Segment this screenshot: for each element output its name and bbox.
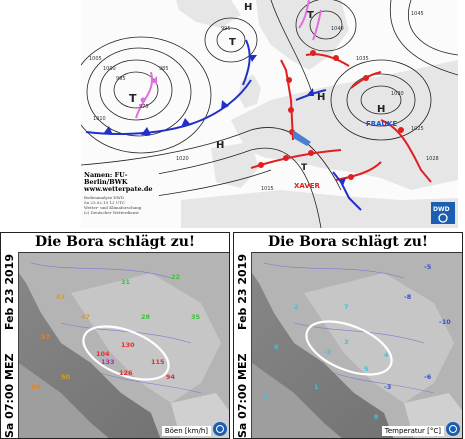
station-value: 22 (171, 273, 181, 281)
credits-line-2: Sa 23.02.19 12 UTC (84, 200, 125, 205)
svg-text:T: T (229, 37, 236, 48)
surface-analysis-map: T T T H H H H 1005 1000 995 975 985 1010 995… (81, 0, 458, 228)
svg-text:H: H (317, 92, 325, 103)
panel-date: Feb 23 2019 (236, 254, 249, 330)
dwd-logo-small (213, 422, 227, 436)
station-value: -6 (424, 373, 432, 381)
low-label-t-xaver: T (301, 163, 308, 173)
station-value: -5 (424, 263, 432, 271)
station-value: 115 (151, 358, 165, 366)
panel-title: Die Bora schlägt zu! (234, 233, 462, 253)
station-value: 43 (56, 293, 66, 301)
svg-text:975: 975 (139, 104, 149, 110)
station-value: 130 (121, 341, 135, 349)
station-value: 57 (41, 333, 51, 341)
station-value: 3 (344, 338, 349, 346)
station-value: 28 (141, 313, 151, 321)
high-name-frauke: FRAUKE (366, 120, 397, 128)
svg-text:995: 995 (116, 76, 126, 82)
station-value: -2 (324, 348, 332, 356)
station-value: 2 (294, 303, 299, 311)
land-iberia (211, 142, 259, 188)
station-value: 0 (264, 393, 269, 401)
pressure-centers: T T T H H H H (129, 2, 385, 151)
gust-map-terrain (1, 233, 229, 438)
gust-map-panel: Die Bora schlägt zu! Feb 23 2019 Sa 07:0… (0, 232, 230, 439)
svg-text:DWD: DWD (433, 206, 450, 213)
svg-text:1035: 1035 (356, 56, 369, 62)
svg-text:T: T (129, 92, 137, 105)
svg-text:H: H (216, 140, 224, 151)
station-value: 1 (314, 383, 319, 391)
station-value: -3 (384, 383, 392, 391)
land-greenland (176, 0, 241, 28)
station-value: 7 (344, 303, 349, 311)
svg-text:1010: 1010 (93, 116, 106, 122)
station-value: 31 (121, 278, 131, 286)
svg-text:H: H (244, 2, 252, 13)
occlusion-front (135, 0, 322, 119)
dwd-logo-small (446, 422, 460, 436)
svg-text:1030: 1030 (391, 91, 404, 97)
credits-line-3: Wetter- und Klimaforschung (84, 205, 142, 210)
land-north-africa (181, 190, 458, 228)
panel-time: Sa 07:00 MEZ (236, 353, 249, 438)
panel-legend: Temperatur [°C] (381, 426, 444, 436)
station-value: 47 (81, 313, 91, 321)
temperature-map-panel: Die Bora schlägt zu! Feb 23 2019 Sa 07:0… (233, 232, 463, 439)
temperature-map-terrain (234, 233, 462, 438)
isobars (81, 0, 458, 228)
station-value: -8 (404, 293, 412, 301)
station-value: 4 (384, 351, 389, 359)
station-value: 5 (364, 365, 369, 373)
credits-names: Namen: FU-Berlin/BWK (84, 171, 128, 186)
svg-text:T: T (307, 10, 314, 21)
station-value: 133 (101, 358, 115, 366)
station-value: 126 (119, 369, 133, 377)
svg-text:985: 985 (159, 66, 169, 72)
bora-highlight-ellipse (82, 325, 170, 381)
bora-highlight-ellipse (305, 320, 393, 376)
panel-legend: Böen [km/h] (161, 426, 211, 436)
warm-front (250, 50, 432, 183)
station-value: 8 (374, 413, 379, 421)
svg-text:1015: 1015 (261, 186, 274, 192)
svg-text:1040: 1040 (331, 26, 344, 32)
panel-time: Sa 07:00 MEZ (3, 353, 16, 438)
credits-line-1: Bodenanalyse DWD (84, 195, 124, 200)
panel-sidebar: Feb 23 2019 Sa 07:00 MEZ (234, 252, 252, 438)
station-value: 94 (166, 373, 176, 381)
panel-sidebar: Feb 23 2019 Sa 07:00 MEZ (1, 252, 19, 438)
station-value: 104 (96, 350, 110, 358)
station-value: 50 (61, 373, 71, 381)
dwd-logo: DWD (431, 202, 455, 224)
low-name-xaver: XAVER (294, 182, 321, 190)
station-value: 35 (191, 313, 201, 321)
svg-text:H: H (377, 104, 385, 115)
cold-front (85, 39, 362, 211)
station-value: 6 (274, 343, 279, 351)
flow-arrow (293, 130, 311, 146)
svg-text:1020: 1020 (176, 156, 189, 162)
svg-text:1005: 1005 (89, 56, 102, 62)
map-credits: Namen: FU-Berlin/BWK www.wetterpate.de B… (84, 171, 159, 216)
land-scandinavia (256, 0, 349, 70)
station-value: -10 (439, 318, 451, 326)
credits-website: www.wetterpate.de (84, 185, 153, 193)
credits-line-4: (c) Deutscher Wetterdienst (84, 210, 139, 215)
station-value: 63 (31, 383, 41, 391)
svg-text:1025: 1025 (411, 126, 424, 132)
panel-title: Die Bora schlägt zu! (1, 233, 229, 253)
svg-text:1000: 1000 (103, 66, 116, 72)
panel-date: Feb 23 2019 (3, 254, 16, 330)
svg-text:995: 995 (221, 26, 231, 32)
svg-text:1045: 1045 (411, 11, 424, 17)
svg-text:1028: 1028 (426, 156, 439, 162)
